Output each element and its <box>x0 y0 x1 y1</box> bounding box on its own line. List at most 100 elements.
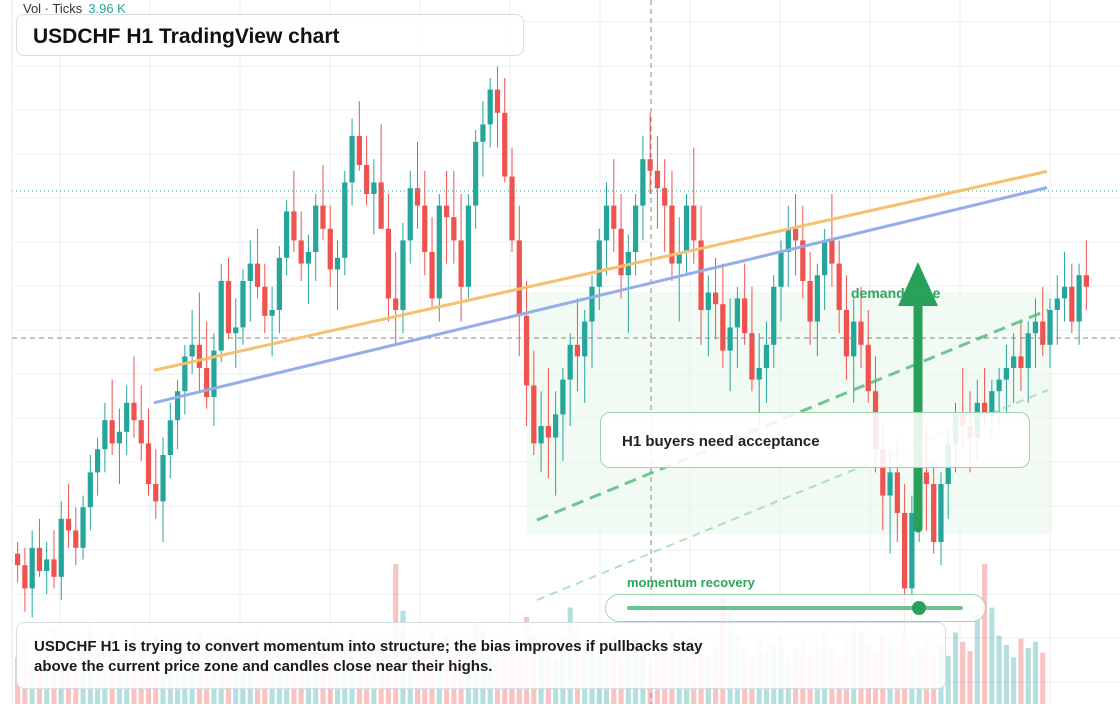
candle-body <box>989 391 995 415</box>
support-trendline <box>153 169 1048 372</box>
candle-body <box>611 205 617 229</box>
volume-bar <box>996 635 1002 704</box>
candle-body <box>422 205 428 252</box>
candle-body <box>553 414 559 438</box>
candle-body <box>320 205 326 229</box>
candle-body <box>276 257 282 310</box>
candle-body <box>749 333 755 380</box>
volume-bar <box>989 607 995 704</box>
candle-body <box>138 420 144 444</box>
candle-body <box>1083 275 1089 287</box>
candle-body <box>1040 321 1046 345</box>
candle-body <box>407 188 413 241</box>
rising-trendline <box>153 186 1048 405</box>
candle-body <box>632 205 639 252</box>
candle-body <box>15 553 21 566</box>
volume-bar <box>982 564 988 704</box>
candle-body <box>654 170 661 189</box>
candle-body <box>254 263 261 287</box>
candle-body <box>80 507 86 548</box>
candle-body <box>705 292 711 310</box>
callout-card: H1 buyers need acceptance <box>600 412 1030 468</box>
candle-body <box>363 165 370 194</box>
candle-body <box>836 263 842 310</box>
candle-body <box>182 356 188 392</box>
volume-legend-value: 3.96 K <box>88 1 126 16</box>
volume-bar <box>1032 641 1039 704</box>
candle-body <box>480 124 486 142</box>
candle-body <box>516 240 522 316</box>
momentum-label: momentum recovery <box>627 575 755 590</box>
candle-body <box>313 205 319 252</box>
candle-body <box>356 136 362 165</box>
candle-body <box>698 240 704 310</box>
volume-bar <box>974 613 980 704</box>
candle-body <box>545 426 551 438</box>
candle-body <box>429 252 435 299</box>
candle-body <box>342 182 348 258</box>
candle-body <box>880 449 886 496</box>
candle-body <box>334 257 341 270</box>
candle-body <box>145 443 152 484</box>
candle-body <box>385 228 392 299</box>
candle-body <box>589 286 595 322</box>
candle-body <box>901 513 908 589</box>
candle-body <box>502 112 508 177</box>
candle-body <box>102 420 108 450</box>
candle-body <box>65 518 72 531</box>
candle-body <box>909 513 915 589</box>
candle-body <box>51 559 57 577</box>
trendlines <box>153 169 1048 405</box>
candle-body <box>887 472 893 496</box>
candle-body <box>211 350 217 397</box>
candle-body <box>284 211 290 258</box>
candle-body <box>233 327 239 334</box>
candle-body <box>174 391 181 421</box>
candle-body <box>73 530 79 548</box>
candle-body <box>734 298 741 328</box>
candle-body <box>523 315 530 386</box>
candle-body <box>785 228 791 252</box>
candle-body <box>451 217 457 241</box>
note-card: USDCHF H1 is trying to convert momentum … <box>16 622 946 689</box>
candle-body <box>618 228 624 276</box>
candle-body <box>473 141 479 206</box>
volume-legend-label: Vol · Ticks <box>23 1 83 16</box>
candle-body <box>938 484 944 542</box>
candle-body <box>109 420 115 444</box>
note-text: USDCHF H1 is trying to convert momentum … <box>34 638 703 675</box>
candle-body <box>124 402 130 432</box>
momentum-track <box>627 601 963 615</box>
candle-body <box>298 240 304 264</box>
candle-body <box>822 240 828 276</box>
candle-body <box>204 368 210 397</box>
candle-body <box>458 240 464 287</box>
candle-body <box>1025 333 1031 368</box>
momentum-meter <box>605 594 986 622</box>
candle-body <box>603 205 610 241</box>
candle-body <box>865 344 871 392</box>
volume-bar <box>1011 657 1017 704</box>
candle-body <box>778 252 784 287</box>
candle-body <box>262 286 268 316</box>
candle-body <box>662 188 668 206</box>
candle-body <box>393 298 399 310</box>
candle-body <box>1011 356 1017 368</box>
candle-body <box>843 310 850 357</box>
volume-bar <box>952 632 959 704</box>
candle-body <box>858 321 864 345</box>
candle-body <box>742 298 748 334</box>
candle-body <box>29 547 35 589</box>
candle-body <box>727 327 733 351</box>
candle-body <box>596 240 602 287</box>
candle-body <box>414 188 421 206</box>
candle-body <box>771 286 777 345</box>
candle-body <box>647 159 653 171</box>
candle-body <box>538 426 544 444</box>
candle-body <box>676 252 682 264</box>
candle-body <box>494 89 501 113</box>
volume-bar <box>1025 648 1031 704</box>
candle-body <box>582 321 588 357</box>
candle-body <box>1061 286 1068 299</box>
candle-body <box>94 449 101 473</box>
